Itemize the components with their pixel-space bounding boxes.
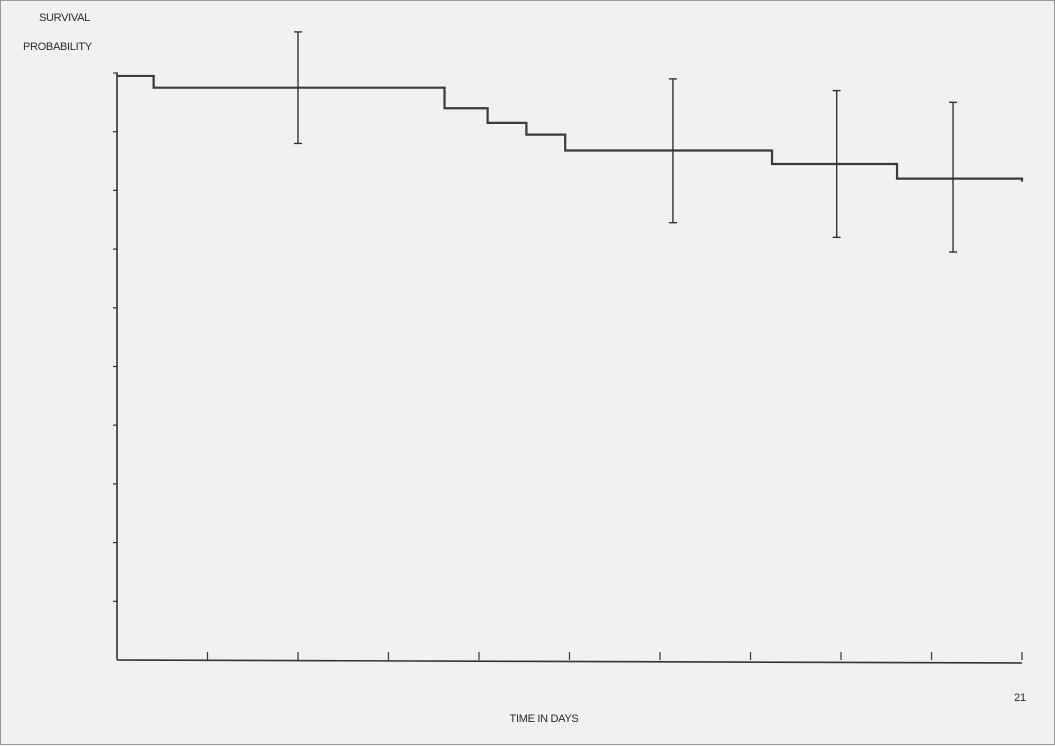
y-axis-label-line1: SURVIVAL — [39, 12, 90, 24]
error-bars — [294, 31, 958, 253]
survival-curve — [117, 74, 1024, 182]
y-ticks — [113, 72, 118, 602]
x-ticks — [206, 652, 1023, 660]
error-bar — [949, 101, 958, 253]
y-axis-label-line2: PROBABILITY — [23, 41, 93, 53]
x-tick-label: 21 — [1014, 692, 1026, 704]
series-group — [117, 74, 1024, 182]
x-tick-labels: 21 — [1014, 692, 1026, 704]
x-axis-label: TIME IN DAYS — [510, 713, 579, 725]
x-axis-line — [116, 659, 1023, 664]
error-bar — [294, 31, 302, 145]
axes — [116, 73, 1023, 664]
error-bar — [832, 89, 841, 239]
error-bar — [668, 78, 677, 224]
